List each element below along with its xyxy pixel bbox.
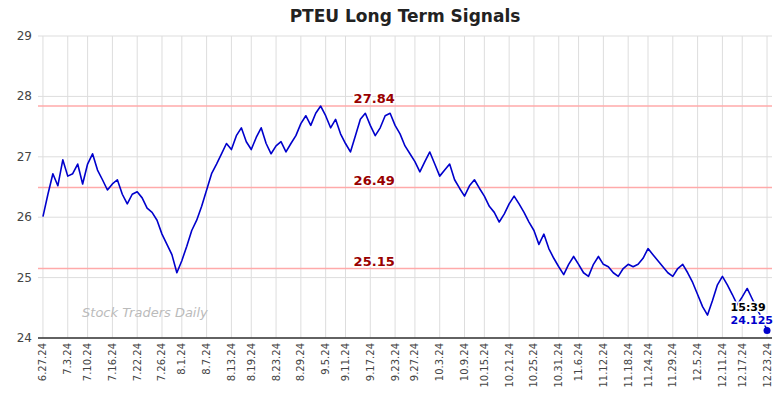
x-tick-label: 9.11.24 [340,343,351,381]
x-tick-label: 12.17.24 [737,343,748,388]
signal-label: 26.49 [354,173,395,188]
x-tick-label: 8.19.24 [246,343,257,381]
signal-line [38,187,772,189]
x-tick-label: 8.13.24 [226,343,237,381]
x-tick-label: 10.9.24 [459,343,470,381]
signal-label: 25.15 [354,254,395,269]
x-tick-label: 11.18.24 [623,343,634,388]
y-grid-line [38,338,772,339]
x-tick-label: 10.31.24 [553,343,564,388]
y-grid-line [38,156,772,157]
x-tick-label: 12.5.24 [692,343,703,381]
x-tick-label: 9.27.24 [409,343,420,381]
last-point [764,327,771,334]
x-tick-label: 10.3.24 [434,343,445,381]
x-tick-label: 9.5.24 [320,343,331,375]
x-tick-label: 7.16.24 [107,343,118,381]
x-tick-label: 8.7.24 [201,343,212,375]
y-tick-label: 26 [17,210,32,224]
signal-line [38,268,772,270]
x-tick-label: 10.21.24 [504,343,515,388]
x-tick-label: 10.15.24 [479,343,490,388]
x-tick-label: 11.24.24 [643,343,654,388]
x-tick-label: 12.11.24 [717,343,728,388]
x-tick-label: 11.6.24 [573,343,584,381]
y-tick-label: 28 [17,89,32,103]
signal-label: 27.84 [354,91,395,106]
y-tick-label: 27 [17,150,32,164]
x-tick-label: 12.23.24 [762,343,773,388]
watermark: Stock Traders Daily [82,305,208,320]
x-tick-label: 7.10.24 [82,343,93,381]
x-tick-label: 8.1.24 [176,343,187,375]
y-tick-label: 24 [17,331,32,345]
price-line [43,106,767,330]
x-tick-label: 8.23.24 [271,343,282,381]
x-tick-label: 7.3.24 [62,343,73,375]
x-tick-label: 7.22.24 [132,343,143,381]
x-tick-label: 10.25.24 [528,343,539,388]
y-tick-label: 29 [17,29,32,43]
x-tick-label: 11.12.24 [598,343,609,388]
y-grid-line [38,277,772,278]
y-tick-label: 25 [17,271,32,285]
last-point-label: 24.125 [731,314,773,327]
last-point-label: 15:39 [731,301,766,314]
title: PTEU Long Term Signals [290,6,521,26]
plot-area [38,106,772,334]
x-tick-label: 6.27.24 [37,343,48,381]
y-grid-line [38,217,772,218]
y-grid-line [38,96,772,97]
x-tick-label: 11.29.24 [667,343,678,388]
x-tick-label: 8.29.24 [295,343,306,381]
x-axis-line [38,337,772,339]
x-tick-label: 9.17.24 [365,343,376,381]
signal-line [38,105,772,107]
x-tick-label: 7.26.24 [156,343,167,381]
y-grid-line [38,36,772,37]
x-tick-label: 9.23.24 [390,343,401,381]
chart: PTEU Long Term Signals 24 25 26 27 28 29 6.27.2… [0,0,784,398]
grid [38,36,772,338]
